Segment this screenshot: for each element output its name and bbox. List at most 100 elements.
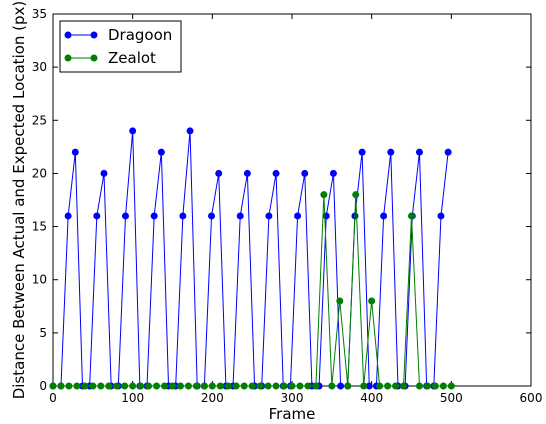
data-point-dragoon — [329, 169, 337, 177]
legend-label-dragoon: Dragoon — [108, 26, 172, 44]
x-tick-label: 400 — [360, 391, 383, 405]
data-point-zealot — [256, 382, 264, 390]
data-point-zealot — [73, 382, 81, 390]
data-point-zealot — [352, 191, 360, 199]
x-tick-label: 300 — [281, 391, 304, 405]
data-point-zealot — [200, 382, 208, 390]
data-point-zealot — [415, 382, 423, 390]
data-point-zealot — [121, 382, 129, 390]
data-point-zealot — [176, 382, 184, 390]
x-tick-label: 0 — [49, 391, 57, 405]
data-point-zealot — [423, 382, 431, 390]
data-point-zealot — [272, 382, 280, 390]
data-point-dragoon — [236, 212, 244, 220]
legend-marker-dragoon — [64, 31, 72, 39]
data-point-zealot — [169, 382, 176, 390]
data-point-dragoon — [100, 169, 108, 177]
data-point-zealot — [216, 382, 224, 390]
plot-area — [52, 13, 532, 387]
data-point-dragoon — [301, 169, 309, 177]
data-point-zealot — [240, 382, 248, 390]
data-point-zealot — [264, 382, 272, 390]
data-point-zealot — [65, 382, 73, 390]
data-point-dragoon — [322, 212, 330, 220]
data-point-dragoon — [415, 148, 423, 156]
data-point-zealot — [105, 382, 113, 390]
data-point-zealot — [368, 297, 376, 305]
data-point-zealot — [439, 382, 447, 390]
y-tick-label: 20 — [32, 166, 47, 180]
data-point-dragoon — [64, 212, 72, 220]
data-point-dragoon — [150, 212, 158, 220]
data-point-dragoon — [93, 212, 101, 220]
x-tick-label: 200 — [201, 391, 224, 405]
data-point-zealot — [129, 382, 137, 390]
data-point-dragoon — [294, 212, 302, 220]
data-point-zealot — [224, 382, 232, 390]
legend-label-zealot: Zealot — [108, 49, 156, 67]
data-point-zealot — [376, 382, 384, 390]
x-tick-label: 100 — [121, 391, 144, 405]
data-point-zealot — [400, 382, 408, 390]
data-point-zealot — [304, 382, 312, 390]
series-line-dragoon — [53, 130, 449, 387]
data-point-zealot — [192, 382, 200, 390]
series-layer — [49, 127, 455, 390]
data-point-zealot — [296, 382, 304, 390]
data-point-dragoon — [380, 212, 388, 220]
data-point-dragoon — [272, 169, 280, 177]
y-tick-label: 0 — [39, 379, 47, 393]
data-point-zealot — [49, 382, 57, 390]
x-tick-label: 600 — [520, 391, 543, 405]
data-point-zealot — [248, 382, 256, 390]
data-point-dragoon — [387, 148, 395, 156]
data-point-dragoon — [186, 127, 194, 135]
data-point-dragoon — [129, 127, 137, 135]
y-tick-label: 35 — [32, 7, 47, 21]
legend: Dragoon Zealot — [59, 20, 182, 73]
y-tick-label: 5 — [39, 326, 47, 340]
data-point-dragoon — [265, 212, 273, 220]
data-point-zealot — [360, 382, 368, 390]
data-point-zealot — [184, 382, 192, 390]
data-point-zealot — [280, 382, 288, 390]
x-tick-label: 500 — [440, 391, 463, 405]
data-point-zealot — [320, 191, 328, 199]
data-point-zealot — [447, 382, 455, 390]
data-point-zealot — [392, 382, 400, 390]
legend-box — [59, 20, 182, 73]
y-tick-label: 25 — [32, 113, 47, 127]
data-point-dragoon — [243, 169, 251, 177]
data-point-zealot — [328, 382, 336, 390]
data-point-zealot — [113, 382, 121, 390]
x-axis-label: Frame — [269, 405, 316, 423]
data-point-zealot — [137, 382, 145, 390]
data-point-dragoon — [337, 382, 345, 390]
y-tick-label: 15 — [32, 220, 47, 234]
legend-marker-dragoon — [90, 31, 98, 39]
y-tick-label: 10 — [32, 273, 47, 287]
data-point-zealot — [161, 382, 169, 390]
data-point-zealot — [312, 382, 320, 390]
data-point-dragoon — [215, 169, 223, 177]
data-point-dragoon — [208, 212, 216, 220]
data-point-dragoon — [444, 148, 452, 156]
data-point-zealot — [97, 382, 105, 390]
y-tick-label: 30 — [32, 60, 47, 74]
data-point-dragoon — [121, 212, 129, 220]
data-point-zealot — [344, 382, 352, 390]
data-point-zealot — [336, 297, 344, 305]
data-point-zealot — [431, 382, 439, 390]
data-point-zealot — [145, 382, 153, 390]
data-point-dragoon — [437, 212, 445, 220]
data-point-zealot — [232, 382, 240, 390]
data-point-zealot — [384, 382, 392, 390]
data-point-zealot — [57, 382, 65, 390]
data-point-dragoon — [358, 148, 366, 156]
data-point-zealot — [208, 382, 216, 390]
data-point-dragoon — [71, 148, 79, 156]
data-point-dragoon — [179, 212, 187, 220]
legend-marker-zealot — [90, 54, 98, 62]
y-axis-label: Distance Between Actual and Expected Loc… — [10, 1, 28, 400]
data-point-zealot — [81, 382, 89, 390]
